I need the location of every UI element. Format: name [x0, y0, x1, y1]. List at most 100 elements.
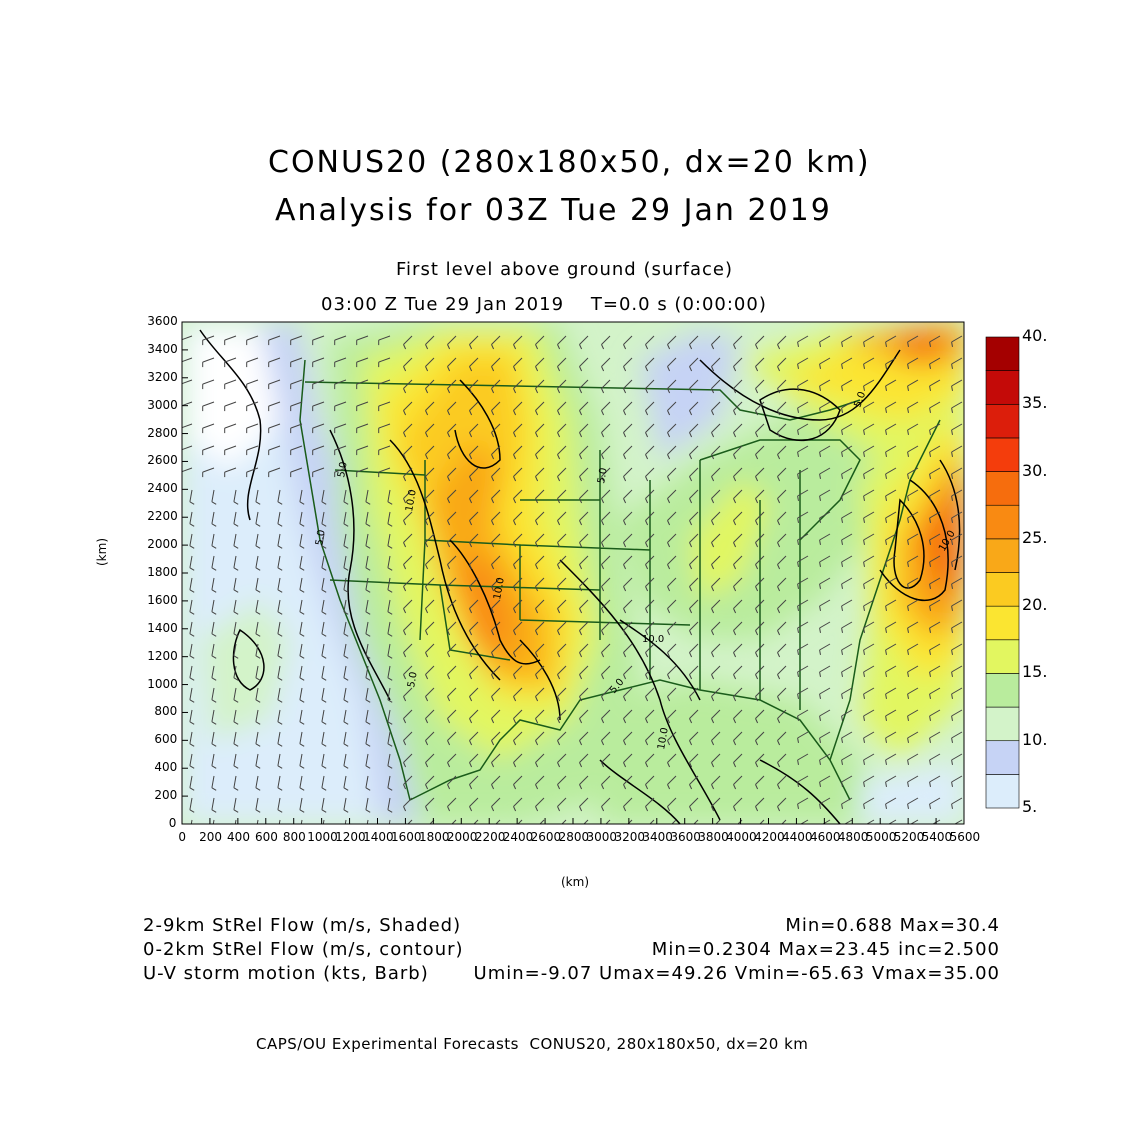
wind-barb — [535, 665, 545, 675]
wind-barb — [299, 489, 303, 502]
wind-barb — [689, 731, 699, 741]
wind-barb — [689, 665, 699, 675]
wind-barb-flag — [711, 740, 715, 746]
wind-barb-flag — [797, 363, 799, 369]
wind-barb-flag — [951, 781, 953, 787]
wind-barb — [841, 687, 853, 695]
wind-barb-flag — [863, 671, 865, 677]
wind-barb — [951, 797, 963, 805]
y-tick-label: 2000 — [147, 537, 178, 552]
contour-label: 10.0 — [656, 727, 671, 751]
wind-barb — [425, 379, 435, 389]
wind-barb-flag — [601, 718, 605, 724]
wind-barb-flag — [907, 385, 909, 391]
wind-barb — [623, 599, 633, 609]
wind-barb-flag — [951, 451, 953, 457]
wind-barb-flag — [535, 388, 539, 394]
wind-barb-flag — [277, 699, 283, 703]
wind-barb-flag — [535, 564, 539, 570]
wind-barb — [755, 489, 765, 499]
wind-barb-flag — [425, 630, 429, 636]
wind-barb — [189, 753, 193, 766]
wind-barb-flag — [951, 803, 953, 809]
wind-barb — [403, 357, 413, 367]
wind-barb — [601, 533, 611, 543]
wind-barb — [777, 423, 787, 433]
wind-barb — [557, 797, 567, 807]
wind-barb — [447, 533, 457, 543]
wind-barb — [557, 401, 567, 411]
wind-barb — [378, 401, 391, 407]
wind-barb-flag — [579, 718, 583, 724]
wind-barb — [255, 643, 259, 656]
wind-barb — [255, 511, 259, 524]
wind-barb — [387, 643, 391, 656]
wind-barb — [256, 819, 259, 824]
wind-barb — [255, 797, 259, 810]
wind-barb — [841, 335, 853, 343]
colorbar-swatch — [985, 572, 1020, 607]
wind-barb-flag — [255, 699, 261, 703]
wind-barb — [907, 687, 919, 695]
wind-barb-flag — [841, 671, 843, 677]
wind-barb-flag — [447, 520, 451, 526]
wind-barb — [645, 445, 655, 455]
wind-barb-flag — [929, 781, 931, 787]
wind-barb — [343, 599, 347, 612]
wind-barb — [689, 709, 699, 719]
wind-barb-flag — [667, 762, 671, 768]
wind-barb-flag — [777, 696, 781, 702]
wind-barb-flag — [233, 677, 239, 681]
wind-barb — [234, 819, 237, 824]
wind-barb — [711, 709, 721, 719]
wind-barb-flag — [211, 809, 217, 813]
wind-barb — [885, 709, 897, 717]
wind-barb-flag — [755, 542, 759, 548]
wind-barb — [365, 665, 369, 678]
wind-barb-flag — [491, 366, 495, 372]
wind-barb — [211, 511, 215, 524]
wind-barb — [403, 797, 413, 807]
wind-barb-flag — [711, 432, 715, 438]
wind-barb — [403, 555, 413, 565]
wind-barb-flag — [885, 473, 887, 479]
wind-barb-flag — [885, 539, 887, 545]
wind-barb-flag — [365, 765, 371, 769]
wind-barb-flag — [645, 762, 649, 768]
wind-barb-flag — [211, 787, 217, 791]
wind-barb — [755, 709, 765, 719]
wind-barb — [425, 665, 435, 675]
wind-barb — [929, 643, 941, 651]
wind-barb — [885, 797, 897, 805]
wind-barb — [403, 621, 413, 631]
wind-barb-flag — [189, 545, 195, 549]
wind-barb — [711, 467, 721, 477]
wind-barb-flag — [755, 674, 759, 680]
wind-barb-flag — [733, 498, 737, 504]
wind-barb-flag — [491, 806, 495, 812]
wind-barb — [277, 753, 281, 766]
wind-barb — [863, 379, 875, 387]
wind-barb-flag — [277, 765, 283, 769]
wind-barb-flag — [469, 564, 473, 570]
wind-barb-flag — [689, 718, 693, 724]
wind-barb — [907, 731, 919, 739]
wind-barb-flag — [667, 388, 671, 394]
wind-barb-flag — [403, 520, 407, 526]
wind-barb-flag — [579, 652, 583, 658]
wind-barb-flag — [343, 743, 349, 747]
wind-barb — [387, 687, 391, 700]
wind-barb — [535, 357, 545, 367]
wind-barb — [535, 643, 545, 653]
wind-barb — [755, 687, 765, 697]
wind-barb-flag — [447, 498, 451, 504]
wind-barb-flag — [343, 655, 349, 659]
wind-barb — [951, 401, 963, 409]
wind-barb-flag — [321, 699, 327, 703]
wind-barb — [885, 335, 897, 343]
wind-barb-flag — [557, 630, 561, 636]
wind-barb-flag — [277, 501, 283, 505]
wind-barb — [907, 401, 919, 409]
wind-barb-flag — [623, 652, 627, 658]
wind-barb — [447, 555, 457, 565]
